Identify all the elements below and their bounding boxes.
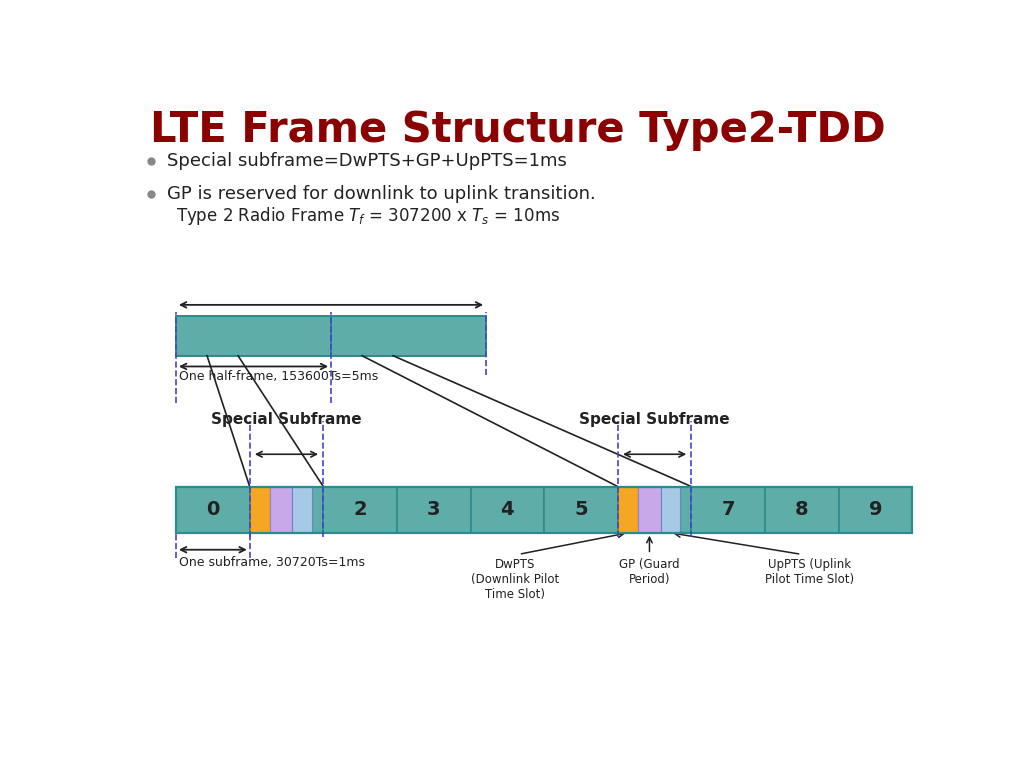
Bar — [839, 487, 912, 533]
Bar — [324, 487, 397, 533]
Text: One subframe, 30720Ts=1ms: One subframe, 30720Ts=1ms — [179, 556, 366, 569]
Text: 9: 9 — [868, 501, 883, 519]
Text: Special Subframe: Special Subframe — [211, 411, 361, 427]
Bar — [471, 487, 544, 533]
Text: 2: 2 — [353, 501, 367, 519]
Text: UpPTS (Uplink
Pilot Time Slot): UpPTS (Uplink Pilot Time Slot) — [765, 558, 854, 586]
Text: GP (Guard
Period): GP (Guard Period) — [620, 558, 680, 586]
Bar — [638, 487, 660, 533]
Bar — [250, 487, 270, 533]
Text: One half-frame, 153600Ts=5ms: One half-frame, 153600Ts=5ms — [179, 369, 379, 383]
Bar — [397, 487, 471, 533]
Text: GP is reserved for downlink to uplink transition.: GP is reserved for downlink to uplink tr… — [167, 185, 596, 203]
Bar — [691, 487, 765, 533]
Text: Type 2 Radio Frame $T_f$ = 307200 x $T_s$ = 10ms: Type 2 Radio Frame $T_f$ = 307200 x $T_s… — [176, 205, 560, 227]
Bar — [176, 316, 486, 355]
Bar — [617, 487, 638, 533]
Bar — [270, 487, 293, 533]
Text: 8: 8 — [795, 501, 809, 519]
Text: Special subframe=DwPTS+GP+UpPTS=1ms: Special subframe=DwPTS+GP+UpPTS=1ms — [167, 152, 566, 170]
Bar — [660, 487, 680, 533]
Text: 4: 4 — [501, 501, 514, 519]
Bar — [250, 487, 324, 533]
Text: 0: 0 — [206, 501, 219, 519]
Bar — [293, 487, 312, 533]
Bar — [176, 487, 250, 533]
Text: 7: 7 — [722, 501, 735, 519]
Bar — [765, 487, 839, 533]
Bar — [544, 487, 617, 533]
Text: LTE Frame Structure Type2-TDD: LTE Frame Structure Type2-TDD — [150, 109, 886, 151]
Text: Special Subframe: Special Subframe — [580, 411, 730, 427]
Text: 5: 5 — [574, 501, 588, 519]
Text: DwPTS
(Downlink Pilot
Time Slot): DwPTS (Downlink Pilot Time Slot) — [471, 558, 559, 601]
Text: 3: 3 — [427, 501, 440, 519]
Bar — [617, 487, 691, 533]
Bar — [176, 487, 912, 533]
